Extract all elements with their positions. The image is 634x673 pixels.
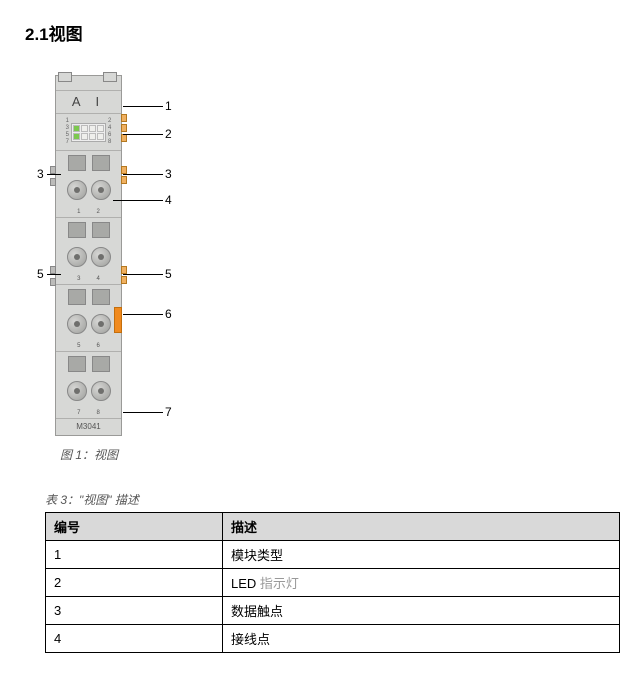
table-row: 1模块类型 <box>46 541 620 569</box>
section-title: 2.1视图 <box>25 20 609 45</box>
led-num: 4 <box>108 126 111 131</box>
data-contacts-right-top2 <box>121 166 127 184</box>
module-model-number: M3041 <box>56 418 121 435</box>
module-top-clip <box>56 76 121 90</box>
led-cell <box>81 133 88 140</box>
wire-point <box>91 314 111 334</box>
led-grid <box>71 123 106 142</box>
callout-3-right: 3 <box>165 167 172 181</box>
terminal-release <box>68 222 86 238</box>
table-row: 3数据触点 <box>46 597 620 625</box>
terminal-release <box>92 289 110 305</box>
led-cell <box>81 125 88 132</box>
pin-num: 3 <box>77 276 80 282</box>
table-cell-num: 3 <box>46 597 223 625</box>
wire-point <box>67 381 87 401</box>
led-num: 7 <box>66 140 69 145</box>
callout-2: 2 <box>165 127 172 141</box>
terminal-release <box>68 289 86 305</box>
table-cell-num: 2 <box>46 569 223 597</box>
terminal-release <box>68 155 86 171</box>
led-right-nums: 2 4 6 8 <box>108 119 111 145</box>
table-cell-desc: 接线点 <box>223 625 620 653</box>
led-num: 5 <box>66 133 69 138</box>
callout-3-left: 3 <box>37 167 44 181</box>
callout-7: 7 <box>165 405 172 419</box>
callout-4: 4 <box>165 193 172 207</box>
table-header-row: 编号 描述 <box>46 513 620 541</box>
pin-num: 1 <box>77 209 80 215</box>
wire-point <box>67 180 87 200</box>
table-caption: 表 3："视图" 描述 <box>45 491 609 508</box>
table-header-num: 编号 <box>46 513 223 541</box>
figure-caption: 图 1：视图 <box>60 446 609 463</box>
wire-point <box>91 180 111 200</box>
terminal-release <box>92 222 110 238</box>
table-cell-desc: 模块类型 <box>223 541 620 569</box>
table-row: 2LED 指示灯 <box>46 569 620 597</box>
terminal-release <box>92 356 110 372</box>
led-cell <box>97 125 104 132</box>
led-num: 2 <box>108 119 111 124</box>
pin-num: 5 <box>77 343 80 349</box>
data-contacts-right-top <box>121 114 127 142</box>
led-num: 8 <box>108 140 111 145</box>
table-row: 4接线点 <box>46 625 620 653</box>
pin-num: 2 <box>97 209 100 215</box>
pin-num: 4 <box>97 276 100 282</box>
wire-point <box>91 247 111 267</box>
wire-point <box>67 247 87 267</box>
led-num: 1 <box>66 119 69 124</box>
callout-1: 1 <box>165 99 172 113</box>
callout-6: 6 <box>165 307 172 321</box>
table-header-desc: 描述 <box>223 513 620 541</box>
table-cell-num: 4 <box>46 625 223 653</box>
callout-5-right: 5 <box>165 267 172 281</box>
led-cell <box>89 125 96 132</box>
description-table: 编号 描述 1模块类型2LED 指示灯3数据触点4接线点 <box>45 512 620 653</box>
wire-point <box>91 381 111 401</box>
table-cell-desc: LED 指示灯 <box>223 569 620 597</box>
led-num: 3 <box>66 126 69 131</box>
pin-num: 6 <box>97 343 100 349</box>
led-cell <box>73 133 80 140</box>
table-cell-desc: 数据触点 <box>223 597 620 625</box>
table-cell-num: 1 <box>46 541 223 569</box>
figure-area: A I 1 3 5 7 2 4 6 8 <box>55 75 235 436</box>
led-num: 6 <box>108 133 111 138</box>
led-cell <box>89 133 96 140</box>
pin-num: 8 <box>97 410 100 416</box>
terminal-block-1: 12 <box>56 150 121 217</box>
led-block: 1 3 5 7 2 4 6 8 <box>56 113 121 150</box>
module-diagram: A I 1 3 5 7 2 4 6 8 <box>55 75 122 436</box>
callout-5-left: 5 <box>37 267 44 281</box>
led-cell <box>97 133 104 140</box>
terminal-release <box>92 155 110 171</box>
led-left-nums: 1 3 5 7 <box>66 119 69 145</box>
terminal-block-4: 78 <box>56 351 121 418</box>
terminal-block-2: 34 <box>56 217 121 284</box>
orange-release-tab <box>114 307 122 333</box>
power-contacts-right <box>121 266 127 284</box>
module-type-label: A I <box>56 90 121 113</box>
pin-num: 7 <box>77 410 80 416</box>
led-cell <box>73 125 80 132</box>
terminal-block-3: 56 <box>56 284 121 351</box>
terminal-release <box>68 356 86 372</box>
wire-point <box>67 314 87 334</box>
